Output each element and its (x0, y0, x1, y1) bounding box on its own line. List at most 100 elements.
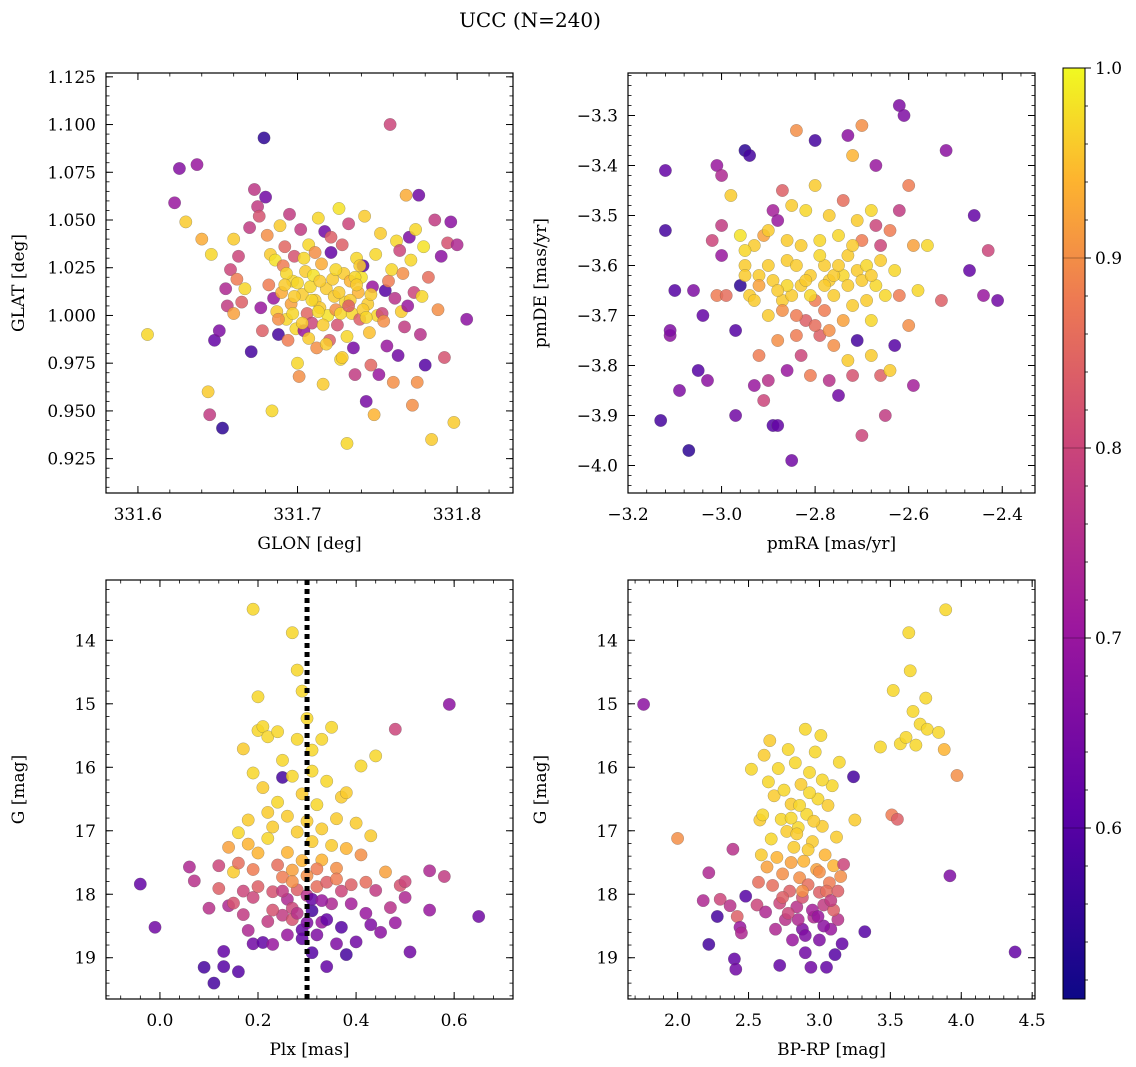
data-point (797, 854, 811, 868)
data-point (423, 903, 436, 917)
data-point (246, 891, 260, 904)
data-point (315, 822, 329, 836)
data-point (388, 916, 402, 930)
data-point (790, 827, 804, 841)
data-point (793, 871, 806, 885)
data-points (141, 118, 474, 450)
data-point (847, 770, 860, 784)
data-point (259, 190, 272, 204)
data-point (329, 263, 343, 276)
colorbar: 0.6 0.7 0.8 0.9 1.0 (1062, 59, 1122, 1000)
data-point (991, 294, 1004, 307)
data-point (254, 301, 268, 315)
data-point (256, 781, 270, 794)
data-point (696, 309, 710, 322)
data-point (848, 813, 862, 827)
data-point (344, 878, 358, 892)
data-point (763, 734, 777, 747)
data-point (939, 603, 953, 617)
data-point (340, 330, 354, 343)
data-point (841, 279, 855, 292)
data-point (302, 331, 316, 345)
y-tick-label: −4.0 (577, 457, 618, 477)
data-point (320, 913, 334, 926)
data-point (447, 415, 461, 429)
data-point (232, 249, 245, 263)
data-point (864, 314, 878, 327)
data-point (907, 239, 920, 252)
data-point (241, 813, 255, 827)
data-point (791, 913, 805, 926)
data-point (747, 379, 761, 392)
y-tick-label: 14 (74, 631, 96, 651)
data-point (799, 274, 813, 287)
data-point (334, 307, 347, 320)
data-point (813, 234, 827, 247)
data-point (372, 368, 386, 381)
data-point (291, 276, 304, 290)
data-point (729, 962, 743, 976)
data-point (278, 240, 292, 254)
data-point (803, 766, 816, 779)
data-point (846, 239, 859, 252)
data-point (410, 375, 424, 389)
data-point (825, 779, 839, 793)
data-point (354, 759, 368, 773)
data-point (290, 732, 304, 746)
data-point (780, 234, 794, 247)
data-point (715, 219, 728, 232)
data-point (790, 900, 804, 914)
data-point (892, 289, 906, 302)
data-point (201, 385, 215, 399)
data-point (369, 749, 383, 763)
y-axis-label: G [mag] (9, 755, 29, 824)
data-point (313, 274, 327, 288)
data-point (404, 253, 418, 267)
data-point (316, 318, 330, 332)
data-point (257, 131, 271, 145)
data-point (291, 356, 304, 370)
y-tick-label: −3.4 (577, 157, 618, 177)
x-tick-label: −2.4 (982, 505, 1023, 525)
data-point (227, 896, 240, 910)
data-point (804, 369, 817, 382)
data-point (855, 429, 869, 442)
data-point (1008, 945, 1022, 959)
data-point (963, 264, 976, 277)
data-point (212, 324, 226, 338)
data-point (793, 799, 806, 812)
data-point (442, 698, 456, 711)
data-point (745, 762, 758, 776)
data-point (310, 862, 324, 876)
y-tick-label: 17 (596, 822, 618, 842)
data-point (405, 398, 419, 412)
y-tick-label: 1.075 (47, 163, 96, 183)
data-point (827, 289, 841, 302)
data-point (808, 134, 822, 147)
y-tick-label: 1.100 (47, 116, 96, 136)
data-point (781, 743, 795, 756)
data-point (785, 199, 799, 212)
data-point (762, 775, 775, 789)
data-point (761, 374, 775, 387)
data-point (832, 389, 845, 402)
data-point (835, 937, 849, 951)
data-point (342, 217, 355, 231)
data-point (874, 239, 887, 252)
data-point (246, 766, 260, 780)
x-tick-label: −3.2 (607, 505, 648, 525)
figure-title: UCC (N=240) (459, 8, 601, 32)
data-point (334, 920, 348, 934)
data-point (907, 379, 920, 392)
data-point (320, 774, 334, 788)
data-point (818, 848, 832, 862)
data-point (878, 409, 892, 422)
data-point (939, 144, 953, 157)
data-point (330, 318, 344, 332)
data-point (364, 829, 378, 843)
data-point (739, 889, 753, 903)
data-point (278, 278, 292, 292)
y-tick-label: 15 (596, 695, 618, 715)
data-point (850, 214, 864, 227)
